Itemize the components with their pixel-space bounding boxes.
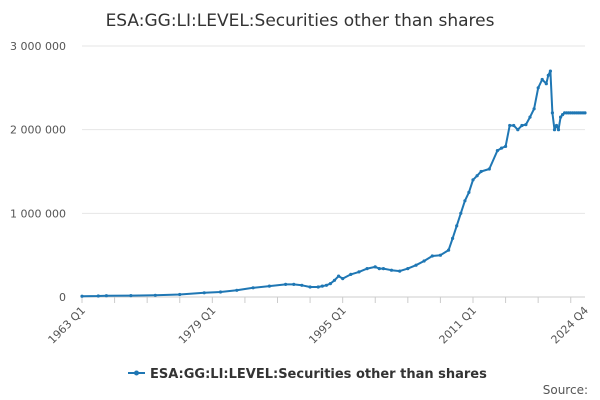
legend-marker-swatch (134, 370, 139, 376)
series-layer (80, 69, 587, 298)
data-point[interactable] (328, 282, 332, 286)
data-point[interactable] (292, 282, 296, 286)
data-point[interactable] (251, 286, 255, 290)
data-point[interactable] (324, 283, 328, 287)
data-point[interactable] (300, 283, 304, 287)
x-axis: 1963 Q1 1979 Q1 1995 Q1 2011 Q1 2024 Q4 (46, 296, 592, 347)
x-tick-label: 2024 Q4 (549, 304, 592, 347)
data-point[interactable] (556, 128, 561, 132)
data-point[interactable] (377, 267, 381, 271)
data-point[interactable] (389, 268, 394, 272)
chart-title: ESA:GG:LI:LEVEL:Securities other than sh… (106, 11, 495, 31)
data-point[interactable] (284, 282, 288, 286)
data-point[interactable] (548, 69, 553, 73)
data-point[interactable] (406, 267, 410, 271)
data-point[interactable] (153, 293, 157, 297)
data-point[interactable] (308, 285, 312, 289)
data-point[interactable] (235, 288, 239, 292)
data-point[interactable] (316, 285, 320, 289)
data-point[interactable] (540, 77, 544, 82)
data-point[interactable] (357, 270, 361, 274)
data-point[interactable] (532, 107, 536, 111)
data-point[interactable] (504, 144, 508, 148)
data-point[interactable] (438, 253, 442, 257)
data-point[interactable] (583, 111, 587, 115)
data-point[interactable] (332, 278, 337, 282)
data-point[interactable] (544, 82, 548, 86)
data-point[interactable] (447, 248, 451, 252)
data-point[interactable] (495, 149, 499, 153)
data-point[interactable] (320, 284, 324, 288)
data-point[interactable] (554, 123, 559, 128)
data-point[interactable] (552, 128, 557, 132)
legend[interactable]: ESA:GG:LI:LEVEL:Securities other than sh… (128, 367, 487, 382)
grid (82, 45, 585, 298)
data-point[interactable] (463, 199, 467, 203)
data-point[interactable] (471, 178, 475, 182)
legend-label: ESA:GG:LI:LEVEL:Securities other than sh… (150, 367, 487, 382)
data-point[interactable] (80, 294, 84, 298)
data-point[interactable] (512, 123, 516, 128)
data-point[interactable] (559, 115, 563, 119)
data-point[interactable] (202, 291, 206, 295)
data-point[interactable] (414, 263, 418, 267)
data-point[interactable] (96, 294, 100, 298)
data-point[interactable] (218, 290, 223, 294)
data-point[interactable] (129, 294, 133, 298)
data-point[interactable] (524, 123, 528, 127)
data-point[interactable] (528, 115, 532, 119)
x-tick-label: 1979 Q1 (176, 304, 219, 347)
data-point[interactable] (520, 123, 524, 128)
x-tick-label: 1963 Q1 (46, 304, 89, 347)
y-tick-label: 0 (59, 291, 66, 304)
data-point[interactable] (536, 86, 540, 90)
data-point[interactable] (508, 123, 512, 128)
data-point[interactable] (467, 190, 471, 194)
data-point[interactable] (381, 267, 385, 271)
data-point[interactable] (337, 274, 341, 278)
data-point[interactable] (398, 269, 402, 273)
data-point[interactable] (487, 167, 491, 171)
data-point[interactable] (479, 169, 483, 174)
x-tick-label: 2011 Q1 (437, 304, 480, 347)
data-point[interactable] (341, 277, 345, 281)
data-point[interactable] (550, 111, 555, 115)
y-tick-label: 3 000 000 (10, 40, 66, 53)
data-point[interactable] (430, 254, 434, 258)
data-point[interactable] (422, 259, 426, 263)
data-point[interactable] (451, 236, 455, 240)
y-tick-label: 2 000 000 (10, 124, 66, 137)
series-line (81, 70, 585, 298)
data-point[interactable] (349, 272, 353, 276)
data-point[interactable] (365, 267, 369, 271)
y-tick-label: 1 000 000 (10, 207, 66, 220)
data-point[interactable] (455, 224, 459, 228)
x-tick-label: 1995 Q1 (306, 304, 349, 347)
data-point[interactable] (459, 211, 463, 215)
data-point[interactable] (546, 73, 550, 77)
data-point[interactable] (104, 294, 108, 298)
source-label: Source: (543, 383, 588, 397)
data-point[interactable] (499, 146, 504, 150)
data-point[interactable] (267, 284, 271, 288)
data-point[interactable] (373, 265, 377, 269)
data-point[interactable] (516, 128, 520, 132)
data-point[interactable] (178, 292, 182, 297)
data-point[interactable] (475, 174, 479, 178)
y-axis: 0 1 000 000 2 000 000 3 000 000 (10, 40, 66, 304)
